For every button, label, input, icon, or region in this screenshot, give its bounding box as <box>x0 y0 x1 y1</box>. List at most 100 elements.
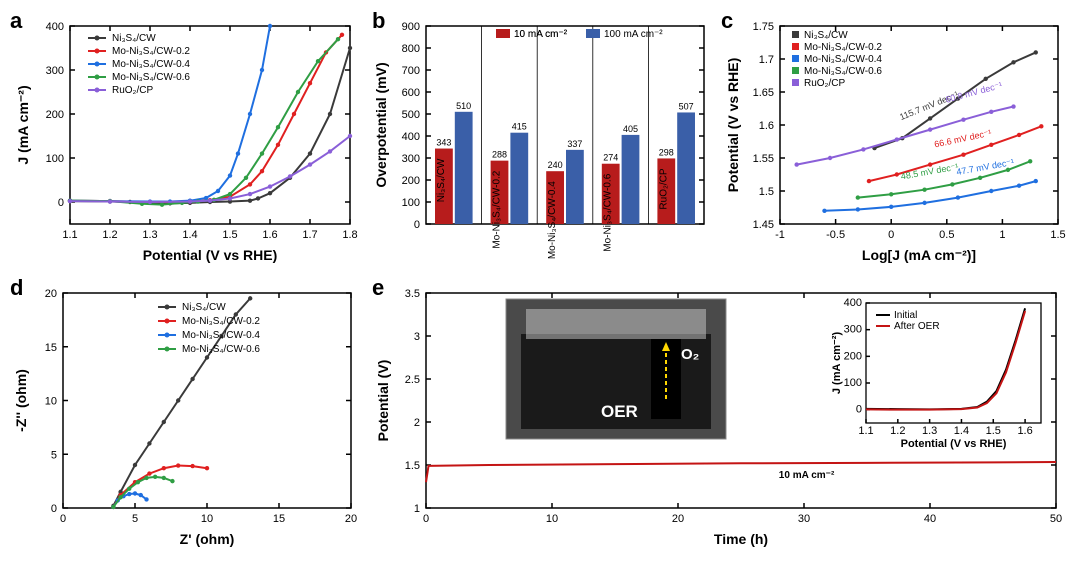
svg-text:900: 900 <box>402 21 420 33</box>
svg-text:2.5: 2.5 <box>405 374 420 386</box>
svg-text:Z' (ohm): Z' (ohm) <box>180 531 235 547</box>
svg-text:RuO₂/CP: RuO₂/CP <box>112 85 153 96</box>
svg-text:Mo-Ni₃S₄/CW-0.6: Mo-Ni₃S₄/CW-0.6 <box>603 173 614 251</box>
chart-e: 0102030405011.522.533.5Time (h)Potential… <box>368 275 1076 557</box>
svg-text:60.8 mV dec⁻¹: 60.8 mV dec⁻¹ <box>944 80 1003 105</box>
svg-text:RuO₂/CP: RuO₂/CP <box>658 168 669 209</box>
svg-text:274: 274 <box>603 153 618 163</box>
svg-text:Mo-Ni₃S₄/CW-0.4: Mo-Ni₃S₄/CW-0.4 <box>182 330 260 341</box>
svg-text:Ni₃S₄/CW: Ni₃S₄/CW <box>804 30 848 41</box>
svg-text:1.65: 1.65 <box>753 87 774 99</box>
svg-text:500: 500 <box>402 109 420 121</box>
svg-text:J (mA cm⁻²): J (mA cm⁻²) <box>831 332 843 395</box>
svg-text:1.2: 1.2 <box>890 425 905 437</box>
svg-text:507: 507 <box>679 101 694 111</box>
svg-text:Potential (V vs RHE): Potential (V vs RHE) <box>901 438 1007 450</box>
svg-text:1.5: 1.5 <box>986 425 1001 437</box>
svg-text:2: 2 <box>414 417 420 429</box>
svg-text:100 mA cm⁻²: 100 mA cm⁻² <box>604 29 663 40</box>
panel-a-label: a <box>10 8 22 34</box>
svg-text:1.4: 1.4 <box>954 425 969 437</box>
svg-text:405: 405 <box>623 124 638 134</box>
svg-text:20: 20 <box>345 513 357 525</box>
svg-text:Mo-Ni₃S₄/CW-0.6: Mo-Ni₃S₄/CW-0.6 <box>112 72 190 83</box>
svg-text:-Z'' (ohm): -Z'' (ohm) <box>13 369 29 432</box>
svg-text:Potential (V vs RHE): Potential (V vs RHE) <box>143 247 278 263</box>
svg-text:1: 1 <box>999 229 1005 241</box>
svg-text:OER: OER <box>601 402 638 421</box>
svg-text:0: 0 <box>51 503 57 515</box>
svg-text:3: 3 <box>414 331 420 343</box>
svg-text:200: 200 <box>844 350 862 362</box>
svg-text:1.1: 1.1 <box>858 425 873 437</box>
svg-text:400: 400 <box>46 21 64 33</box>
svg-text:20: 20 <box>45 288 57 300</box>
chart-d: 0510152005101520Z' (ohm)-Z'' (ohm)Ni₃S₄/… <box>8 275 368 557</box>
svg-text:Overpotential (mV): Overpotential (mV) <box>373 62 389 187</box>
svg-text:415: 415 <box>512 122 527 132</box>
svg-text:Mo-Ni₃S₄/CW-0.2: Mo-Ni₃S₄/CW-0.2 <box>182 316 260 327</box>
svg-text:1.7: 1.7 <box>759 54 774 66</box>
svg-text:Ni₃S₄/CW: Ni₃S₄/CW <box>112 33 156 44</box>
svg-text:0: 0 <box>58 197 64 209</box>
svg-text:Mo-Ni₃S₄/CW-0.2: Mo-Ni₃S₄/CW-0.2 <box>804 42 882 53</box>
svg-text:1.6: 1.6 <box>262 229 277 241</box>
svg-text:Potential (V): Potential (V) <box>375 360 391 442</box>
svg-text:1.8: 1.8 <box>342 229 357 241</box>
chart-b: 0100200300400500600700800900Overpotentia… <box>368 8 718 273</box>
svg-text:Mo-Ni₃S₄/CW-0.2: Mo-Ni₃S₄/CW-0.2 <box>112 46 190 57</box>
svg-text:0: 0 <box>60 513 66 525</box>
svg-text:-1: -1 <box>775 229 785 241</box>
svg-text:240: 240 <box>548 160 563 170</box>
svg-text:700: 700 <box>402 65 420 77</box>
svg-text:10 mA cm⁻²: 10 mA cm⁻² <box>779 470 835 481</box>
svg-text:100: 100 <box>46 153 64 165</box>
svg-text:10: 10 <box>45 396 57 408</box>
svg-text:Mo-Ni₃S₄/CW-0.4: Mo-Ni₃S₄/CW-0.4 <box>112 59 190 70</box>
panel-b-label: b <box>372 8 385 34</box>
panel-c-label: c <box>721 8 733 34</box>
svg-text:15: 15 <box>45 342 57 354</box>
svg-text:1.6: 1.6 <box>1017 425 1032 437</box>
svg-text:O₂: O₂ <box>681 346 699 363</box>
svg-text:1.6: 1.6 <box>759 120 774 132</box>
svg-text:J (mA cm⁻²): J (mA cm⁻²) <box>15 85 31 164</box>
svg-text:100: 100 <box>402 197 420 209</box>
chart-c: -1-0.500.511.51.451.51.551.61.651.71.75L… <box>718 8 1076 273</box>
svg-text:66.6 mV dec⁻¹: 66.6 mV dec⁻¹ <box>933 128 992 150</box>
chart-a: 1.11.21.31.41.51.61.71.80100200300400Pot… <box>8 8 368 273</box>
svg-text:600: 600 <box>402 87 420 99</box>
svg-text:10: 10 <box>546 513 558 525</box>
svg-text:400: 400 <box>402 131 420 143</box>
svg-text:337: 337 <box>567 139 582 149</box>
svg-text:40: 40 <box>924 513 936 525</box>
svg-text:Mo-Ni₃S₄/CW-0.4: Mo-Ni₃S₄/CW-0.4 <box>547 181 558 259</box>
svg-text:1.3: 1.3 <box>142 229 157 241</box>
svg-text:47.7 mV dec⁻¹: 47.7 mV dec⁻¹ <box>956 157 1015 177</box>
svg-text:1.2: 1.2 <box>102 229 117 241</box>
svg-text:800: 800 <box>402 43 420 55</box>
svg-text:200: 200 <box>46 109 64 121</box>
svg-text:1.5: 1.5 <box>1050 229 1065 241</box>
panel-e-label: e <box>372 275 384 301</box>
svg-text:10: 10 <box>201 513 213 525</box>
svg-text:RuO₂/CP: RuO₂/CP <box>804 78 845 89</box>
svg-text:300: 300 <box>46 65 64 77</box>
svg-text:Mo-Ni₃S₄/CW-0.4: Mo-Ni₃S₄/CW-0.4 <box>804 54 882 65</box>
svg-text:1.5: 1.5 <box>405 460 420 472</box>
svg-text:After OER: After OER <box>894 321 940 332</box>
svg-text:298: 298 <box>659 147 674 157</box>
svg-text:3.5: 3.5 <box>405 288 420 300</box>
svg-text:1.3: 1.3 <box>922 425 937 437</box>
svg-text:343: 343 <box>436 138 451 148</box>
svg-text:50: 50 <box>1050 513 1062 525</box>
svg-text:Mo-Ni₃S₄/CW-0.6: Mo-Ni₃S₄/CW-0.6 <box>182 344 260 355</box>
svg-text:-0.5: -0.5 <box>826 229 845 241</box>
svg-text:Ni₃S₄/CW: Ni₃S₄/CW <box>182 302 226 313</box>
svg-text:1: 1 <box>414 503 420 515</box>
svg-text:100: 100 <box>844 377 862 389</box>
svg-text:Log[J (mA cm⁻²)]: Log[J (mA cm⁻²)] <box>862 247 976 263</box>
svg-text:288: 288 <box>492 150 507 160</box>
svg-text:1.1: 1.1 <box>62 229 77 241</box>
svg-text:Mo-Ni₃S₄/CW-0.2: Mo-Ni₃S₄/CW-0.2 <box>492 170 503 248</box>
